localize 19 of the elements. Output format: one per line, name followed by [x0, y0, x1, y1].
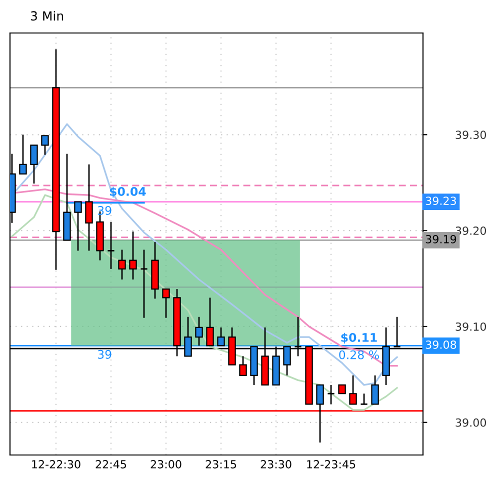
annotation: 39	[98, 206, 112, 215]
x-tick-label: 12-22:30	[32, 460, 80, 468]
x-tick-label: 22:45	[96, 460, 126, 468]
annotation: 39	[98, 350, 112, 359]
annotation: $0.11	[341, 332, 377, 344]
ref-line-label: 39.08	[426, 340, 456, 349]
y-tick-label: 39.30	[456, 130, 486, 140]
x-tick-label: 23:30	[260, 460, 292, 468]
x-tick-label: 12-23:45	[307, 460, 356, 468]
ref-line-label: 39.19	[426, 234, 456, 244]
ref-line-label: 39.23	[426, 196, 456, 206]
annotation: $0.04	[110, 186, 146, 198]
y-tick-label: 39.10	[456, 322, 486, 331]
annotation: 0.28 %	[339, 350, 379, 360]
chart-title: 3 Min	[30, 10, 64, 21]
y-tick-label: 39.00	[456, 418, 486, 427]
y-tick-label: 39.20	[456, 226, 486, 235]
x-tick-label: 23:00	[150, 460, 182, 468]
x-tick-label: 23:15	[206, 460, 236, 468]
